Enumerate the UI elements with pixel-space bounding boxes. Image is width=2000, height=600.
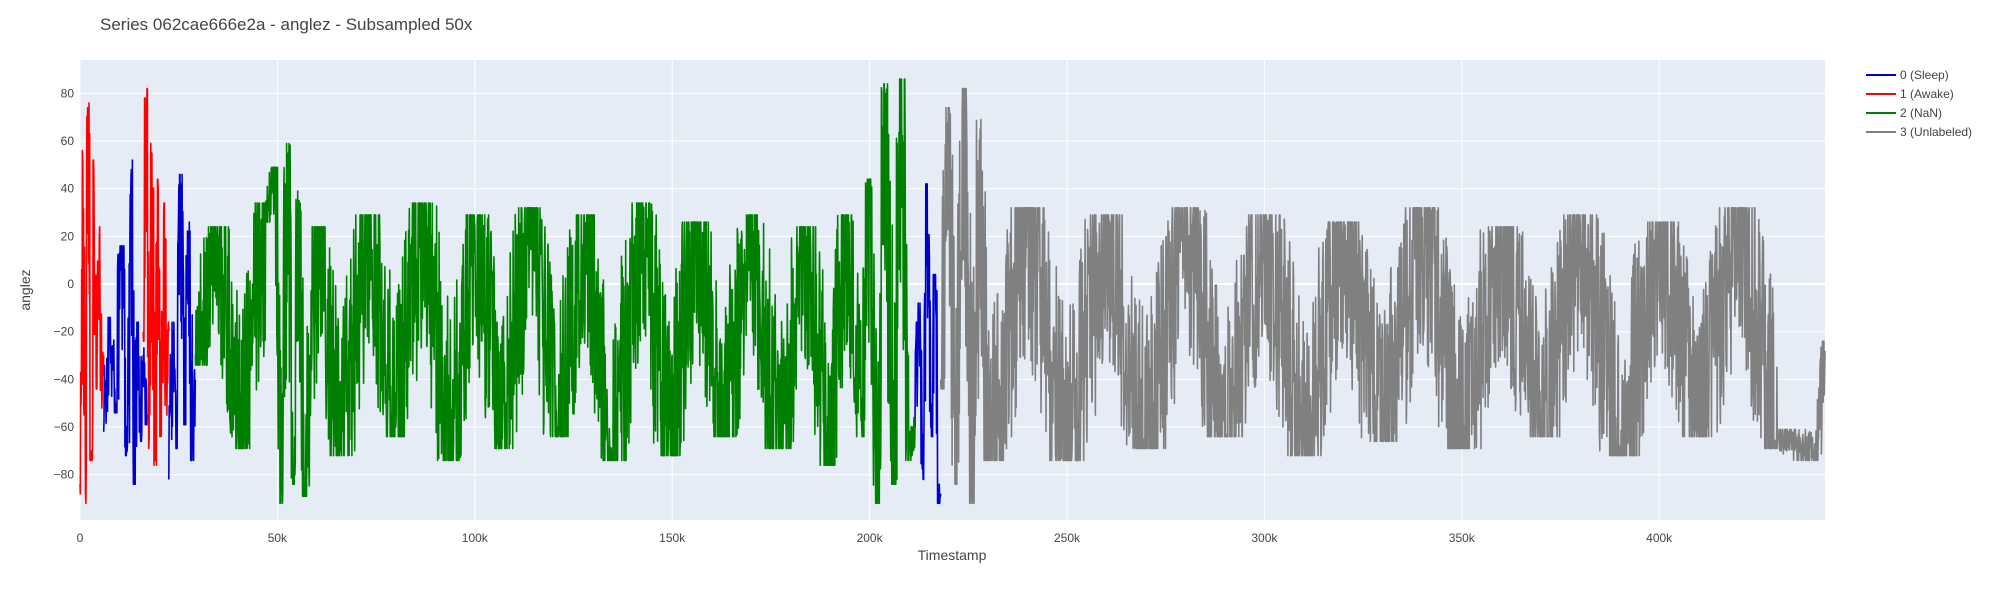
- chart-title: Series 062cae666e2a - anglez - Subsample…: [100, 15, 473, 34]
- x-tick-label: 250k: [1054, 531, 1081, 545]
- series-line-2-segment-0[interactable]: [194, 78, 916, 505]
- series-line-1-segment-1[interactable]: [142, 87, 170, 466]
- y-axis-ticks: −80 −60 −40 −20 0 20 40 60 80: [54, 86, 75, 481]
- y-tick-label: 60: [61, 134, 75, 148]
- y-tick-label: −20: [54, 325, 75, 339]
- series-layer: [79, 78, 1826, 505]
- y-tick-label: −40: [54, 372, 75, 386]
- legend-item-label[interactable]: 0 (Sleep): [1900, 68, 1949, 82]
- x-tick-label: 350k: [1449, 531, 1476, 545]
- y-tick-label: −80: [54, 468, 75, 482]
- series-line-0-segment-2[interactable]: [914, 183, 942, 505]
- x-tick-label: 300k: [1251, 531, 1278, 545]
- y-tick-label: 40: [61, 182, 75, 196]
- x-tick-label: 200k: [857, 531, 884, 545]
- legend-item-label[interactable]: 1 (Awake): [1900, 87, 1954, 101]
- y-axis-title: anglez: [17, 269, 33, 310]
- legend: 0 (Sleep) 1 (Awake) 2 (NaN) 3 (Unlabeled): [1866, 68, 1972, 139]
- series-line-1-segment-0[interactable]: [79, 102, 105, 505]
- series-line-0-segment-0[interactable]: [102, 159, 148, 485]
- y-tick-label: 80: [61, 86, 75, 100]
- x-axis-ticks: 0 50k 100k 150k 200k 250k 300k 350k 400k: [77, 531, 1674, 545]
- y-tick-label: −60: [54, 420, 75, 434]
- x-tick-label: 0: [77, 531, 84, 545]
- legend-item-label[interactable]: 2 (NaN): [1900, 106, 1942, 120]
- x-tick-label: 150k: [659, 531, 686, 545]
- x-axis-title: Timestamp: [918, 547, 987, 563]
- y-tick-label: 0: [67, 277, 74, 291]
- x-tick-label: 400k: [1646, 531, 1673, 545]
- legend-item-label[interactable]: 3 (Unlabeled): [1900, 125, 1972, 139]
- x-tick-label: 50k: [268, 531, 288, 545]
- series-line-3-segment-0[interactable]: [939, 87, 1826, 505]
- y-tick-label: 20: [61, 229, 75, 243]
- series-line-0-segment-1[interactable]: [168, 173, 197, 480]
- x-tick-label: 100k: [462, 531, 489, 545]
